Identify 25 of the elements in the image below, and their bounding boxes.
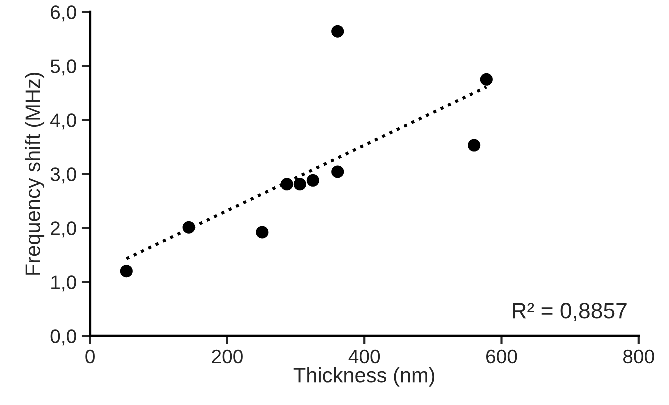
point (306, 174, 320, 187)
point (120, 265, 133, 278)
x-tick-label: 200 (212, 350, 243, 364)
y-tick-label: 5,0 (50, 60, 76, 76)
x-tick-label: 400 (348, 350, 380, 364)
point (182, 221, 196, 234)
point (480, 73, 493, 86)
point (332, 25, 344, 38)
y-tick-label: 0,0 (50, 330, 76, 346)
x-axis-title: Thickness (nm) (294, 367, 435, 387)
annotation: R² = 0,8857 (513, 303, 627, 322)
point (256, 226, 269, 239)
y-axis-title: Frequency shift (MHz) (25, 72, 45, 275)
y-tick-label: 1,0 (52, 276, 76, 292)
point (280, 178, 294, 191)
y-tick-label: 6,0 (51, 6, 76, 22)
y-tick-label: 3,0 (50, 168, 76, 184)
y-tick-label: 4,0 (50, 114, 76, 130)
x-tick-label: 800 (624, 350, 654, 364)
x-tick-label: 600 (486, 350, 518, 364)
x-tick-label: 0 (86, 350, 95, 364)
point (332, 166, 344, 178)
point (468, 139, 481, 152)
y-tick-label: 2,0 (51, 222, 76, 238)
point (294, 178, 306, 191)
